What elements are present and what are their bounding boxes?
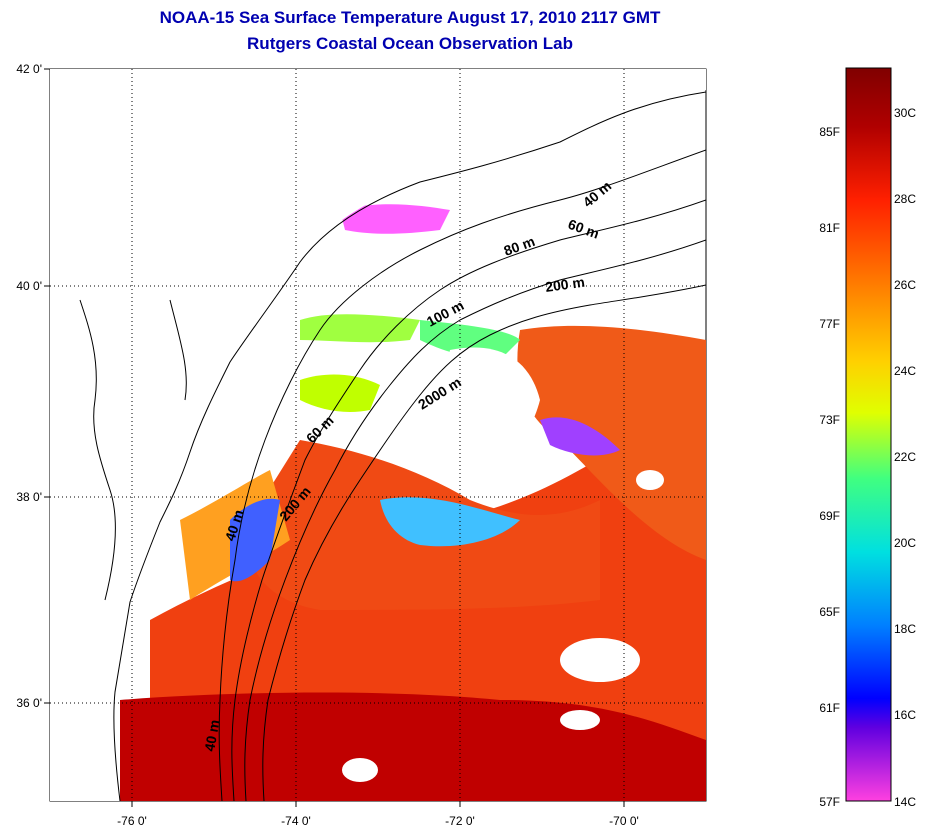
graticule — [50, 69, 706, 801]
axis-ticks — [44, 68, 625, 807]
fahrenheit-label: 73F — [819, 413, 840, 427]
celsius-label: 26C — [894, 278, 916, 292]
fahrenheit-label: 65F — [819, 605, 840, 619]
lat-tick-label: 36 0' — [16, 696, 42, 710]
fahrenheit-label: 57F — [819, 795, 840, 809]
celsius-label: 28C — [894, 192, 916, 206]
fahrenheit-label: 69F — [819, 509, 840, 523]
fahrenheit-label: 85F — [819, 125, 840, 139]
fahrenheit-label: 61F — [819, 701, 840, 715]
fahrenheit-labels: 85F 81F 77F 73F 69F 65F 61F 57F — [819, 125, 840, 809]
fahrenheit-label: 81F — [819, 221, 840, 235]
lon-tick-label: -76 0' — [117, 814, 147, 828]
longitude-labels: -76 0' -74 0' -72 0' -70 0' — [117, 814, 639, 828]
colorbar: 85F 81F 77F 73F 69F 65F 61F 57F 30C 28C … — [819, 67, 916, 809]
lat-tick-label: 40 0' — [16, 279, 42, 293]
colorbar-scale — [845, 67, 892, 802]
lat-tick-label: 38 0' — [16, 490, 42, 504]
celsius-label: 22C — [894, 450, 916, 464]
depth-label: 200 m — [544, 274, 586, 295]
depth-label: 40 m — [201, 718, 222, 752]
sst-imagery — [50, 69, 706, 801]
lon-tick-label: -72 0' — [445, 814, 475, 828]
celsius-label: 24C — [894, 364, 916, 378]
celsius-label: 16C — [894, 708, 916, 722]
lon-tick-label: -70 0' — [609, 814, 639, 828]
map-title: NOAA-15 Sea Surface Temperature August 1… — [159, 8, 661, 27]
celsius-label: 14C — [894, 795, 916, 809]
celsius-label: 20C — [894, 536, 916, 550]
celsius-label: 18C — [894, 622, 916, 636]
lon-tick-label: -74 0' — [281, 814, 311, 828]
map-subtitle: Rutgers Coastal Ocean Observation Lab — [247, 34, 573, 53]
celsius-labels: 30C 28C 26C 24C 22C 20C 18C 16C 14C — [894, 106, 916, 809]
latitude-labels: 42 0' 40 0' 38 0' 36 0' — [16, 62, 42, 710]
lat-tick-label: 42 0' — [16, 62, 42, 76]
celsius-label: 30C — [894, 106, 916, 120]
fahrenheit-label: 77F — [819, 317, 840, 331]
